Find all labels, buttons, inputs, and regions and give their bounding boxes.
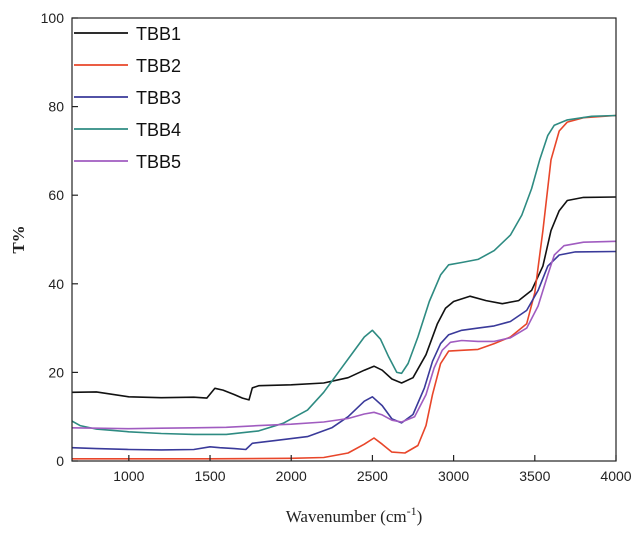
x-tick-label: 1000 bbox=[113, 468, 144, 484]
x-axis-title: Wavenumber (cm-1) bbox=[286, 504, 423, 526]
y-tick-label: 80 bbox=[48, 99, 64, 115]
plot-frame bbox=[71, 17, 617, 462]
x-tick-label: 2500 bbox=[357, 468, 388, 484]
y-tick-label: 100 bbox=[41, 10, 65, 26]
legend-label-tbb1: TBB1 bbox=[136, 24, 181, 44]
y-tick-label: 60 bbox=[48, 187, 64, 203]
legend-label-tbb4: TBB4 bbox=[136, 120, 181, 140]
x-tick-label: 3000 bbox=[438, 468, 469, 484]
x-tick-label: 3500 bbox=[519, 468, 550, 484]
ticks-layer: 1000 1500 2000 2500 3000 3500 4000 0 20 40 60 80 100 bbox=[41, 10, 632, 484]
series-line-tbb5 bbox=[72, 240, 616, 430]
series-line-tbb3 bbox=[72, 250, 616, 451]
x-axis-title-close: ) bbox=[417, 507, 423, 526]
legend: TBB1 TBB2 TBB3 TBB4 TBB5 bbox=[74, 24, 181, 172]
x-tick-label: 4000 bbox=[600, 468, 631, 484]
series-line-tbb4 bbox=[72, 114, 616, 436]
series-layer bbox=[72, 114, 616, 460]
legend-label-tbb2: TBB2 bbox=[136, 56, 181, 76]
y-tick-label: 0 bbox=[56, 453, 64, 469]
y-tick-label: 40 bbox=[48, 276, 64, 292]
x-tick-label: 1500 bbox=[194, 468, 225, 484]
series-line-tbb1 bbox=[72, 196, 616, 401]
x-axis-title-main: Wavenumber (cm bbox=[286, 507, 407, 526]
x-axis-title-superscript: -1 bbox=[407, 504, 417, 518]
legend-label-tbb5: TBB5 bbox=[136, 152, 181, 172]
series-line-tbb2 bbox=[72, 114, 616, 460]
x-tick-label: 2000 bbox=[276, 468, 307, 484]
legend-label-tbb3: TBB3 bbox=[136, 88, 181, 108]
y-axis-title: T% bbox=[9, 225, 28, 253]
y-tick-label: 20 bbox=[48, 364, 64, 380]
